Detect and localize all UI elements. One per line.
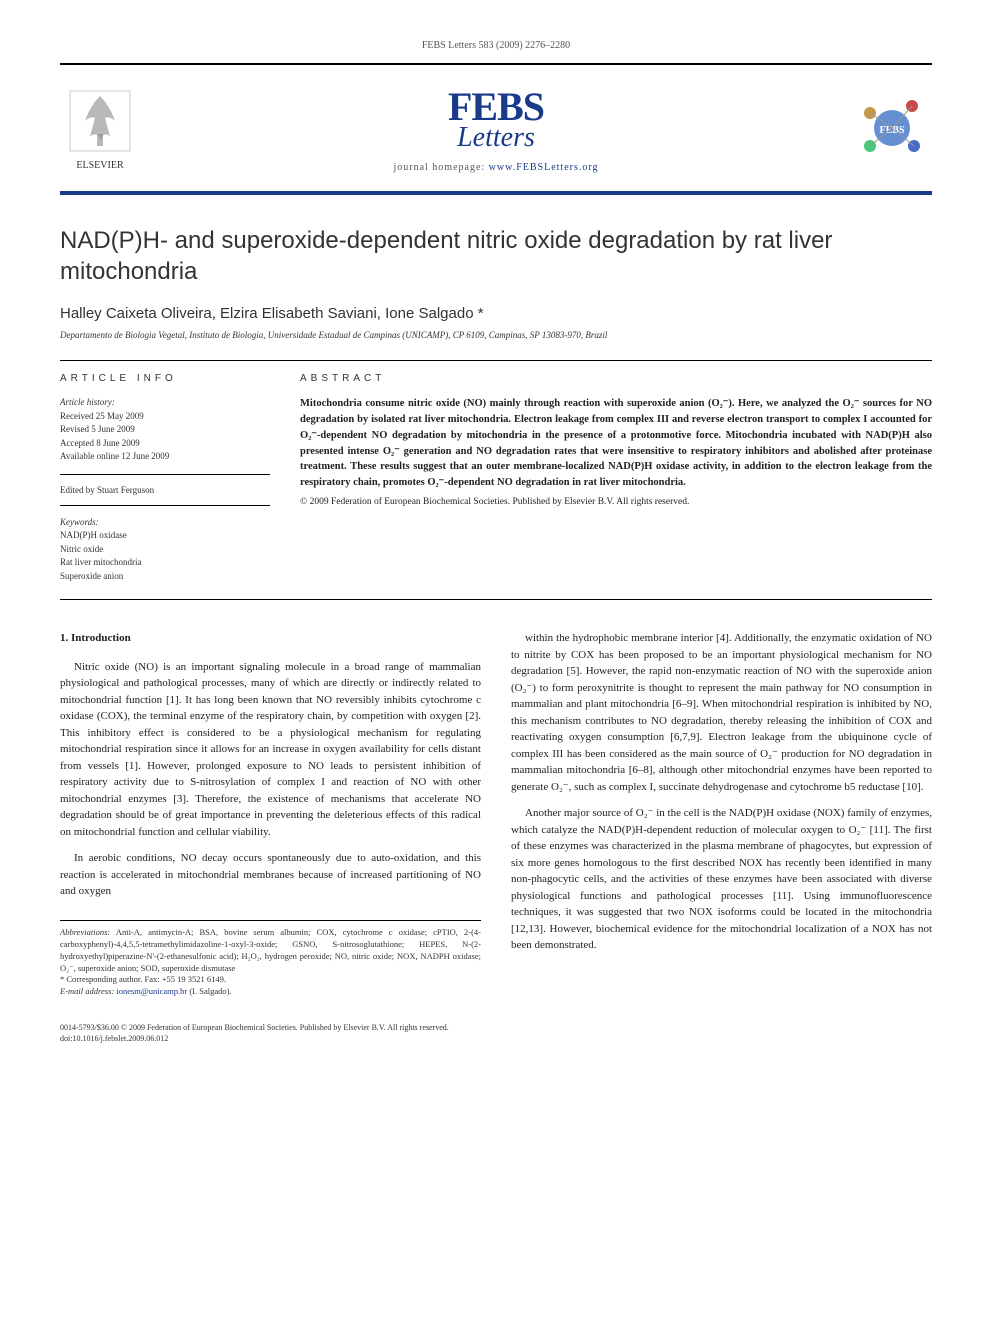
homepage-url[interactable]: www.FEBSLetters.org	[489, 162, 599, 173]
keywords-block: Keywords: NAD(P)H oxidase Nitric oxide R…	[60, 516, 270, 584]
journal-homepage: journal homepage: www.FEBSLetters.org	[140, 162, 852, 173]
febs-badge-icon: FEBS	[852, 88, 932, 168]
section-heading-intro: 1. Introduction	[60, 630, 481, 647]
elsevier-tree-icon	[65, 86, 135, 156]
keyword: Superoxide anion	[60, 570, 270, 584]
abstract-text: Mitochondria consume nitric oxide (NO) m…	[300, 396, 932, 491]
article-info-column: ARTICLE INFO Article history: Received 2…	[60, 373, 270, 583]
info-abstract-row: ARTICLE INFO Article history: Received 2…	[60, 360, 932, 600]
authors: Halley Caixeta Oliveira, Elzira Elisabet…	[60, 305, 932, 322]
page-footer: 0014-5793/$36.00 © 2009 Federation of Eu…	[60, 1022, 932, 1044]
body-column-right: within the hydrophobic membrane interior…	[511, 630, 932, 998]
body-paragraph: In aerobic conditions, NO decay occurs s…	[60, 850, 481, 900]
body-column-left: 1. Introduction Nitric oxide (NO) is an …	[60, 630, 481, 998]
header-logo-row: ELSEVIER FEBS Letters journal homepage: …	[60, 73, 932, 183]
elsevier-logo: ELSEVIER	[60, 83, 140, 173]
citation-header: FEBS Letters 583 (2009) 2276–2280	[60, 40, 932, 51]
email-name: (I. Salgado).	[189, 986, 231, 996]
top-rule	[60, 63, 932, 65]
homepage-label: journal homepage:	[393, 162, 485, 173]
body-paragraph: Nitric oxide (NO) is an important signal…	[60, 659, 481, 841]
abstract-column: ABSTRACT Mitochondria consume nitric oxi…	[300, 373, 932, 583]
history-block: Article history: Received 25 May 2009 Re…	[60, 396, 270, 475]
keyword: NAD(P)H oxidase	[60, 529, 270, 543]
footer-doi: doi:10.1016/j.febslet.2009.06.012	[60, 1033, 932, 1044]
history-label: Article history:	[60, 396, 270, 410]
abbrev-label: Abbreviations:	[60, 927, 110, 937]
abstract-heading: ABSTRACT	[300, 373, 932, 384]
available-date: Available online 12 June 2009	[60, 450, 270, 464]
footnotes-block: Abbreviations: Anti-A, antimycin-A; BSA,…	[60, 920, 481, 998]
email-label: E-mail address:	[60, 986, 114, 996]
footer-issn: 0014-5793/$36.00 © 2009 Federation of Eu…	[60, 1022, 932, 1033]
keywords-label: Keywords:	[60, 516, 270, 530]
keyword: Nitric oxide	[60, 543, 270, 557]
keyword: Rat liver mitochondria	[60, 556, 270, 570]
revised-date: Revised 5 June 2009	[60, 423, 270, 437]
article-info-heading: ARTICLE INFO	[60, 373, 270, 384]
affiliation: Departamento de Biologia Vegetal, Instit…	[60, 330, 932, 340]
body-paragraph: within the hydrophobic membrane interior…	[511, 630, 932, 795]
body-columns: 1. Introduction Nitric oxide (NO) is an …	[60, 630, 932, 998]
article-title: NAD(P)H- and superoxide-dependent nitric…	[60, 225, 932, 287]
edited-by: Edited by Stuart Ferguson	[60, 485, 270, 506]
febs-logo-sub: Letters	[140, 122, 852, 154]
corresponding-author: * Corresponding author. Fax: +55 19 3521…	[60, 974, 481, 986]
received-date: Received 25 May 2009	[60, 410, 270, 424]
abbreviations: Abbreviations: Anti-A, antimycin-A; BSA,…	[60, 927, 481, 975]
email-line: E-mail address: ionesm@unicamp.br (I. Sa…	[60, 986, 481, 998]
accepted-date: Accepted 8 June 2009	[60, 437, 270, 451]
elsevier-text: ELSEVIER	[76, 160, 123, 171]
body-paragraph: Another major source of O₂⁻ in the cell …	[511, 805, 932, 954]
abbrev-text: Anti-A, antimycin-A; BSA, bovine serum a…	[60, 927, 481, 973]
svg-text:FEBS: FEBS	[879, 125, 904, 136]
journal-logo-block: FEBS Letters journal homepage: www.FEBSL…	[140, 83, 852, 173]
header-bottom-rule	[60, 191, 932, 195]
email-address[interactable]: ionesm@unicamp.br	[116, 986, 187, 996]
abstract-copyright: © 2009 Federation of European Biochemica…	[300, 497, 932, 507]
